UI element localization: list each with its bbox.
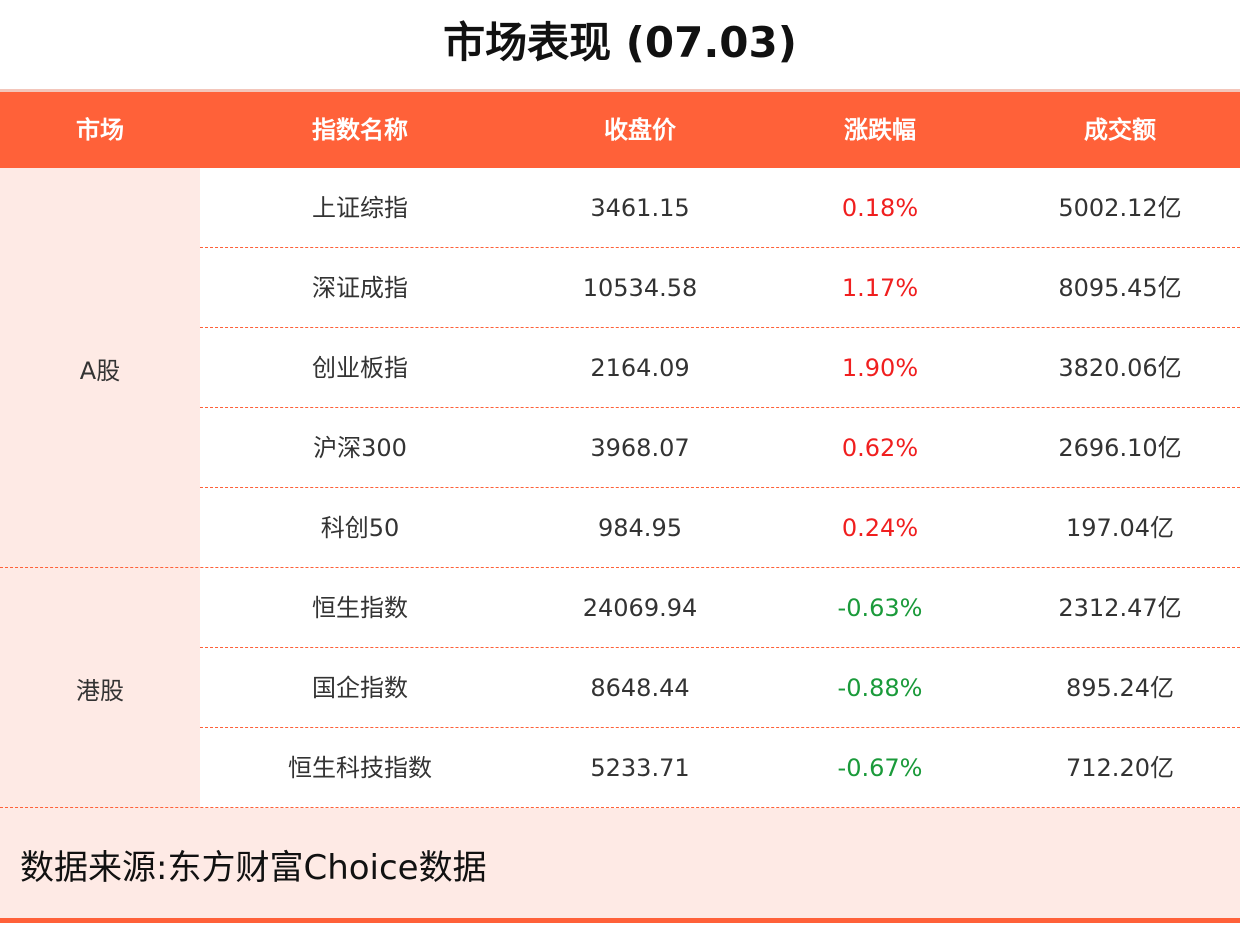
- index-cell: 科创50: [320, 514, 400, 542]
- volume-cell: 5002.12亿: [1058, 194, 1182, 222]
- row-divider: [200, 647, 1240, 648]
- index-cell: 上证综指: [312, 194, 408, 222]
- table-row: 恒生指数 24069.94 -0.63% 2312.47亿: [200, 568, 1240, 648]
- row-divider: [200, 727, 1240, 728]
- close-cell: 3968.07: [590, 434, 690, 462]
- change-cell: 0.18%: [841, 194, 919, 222]
- row-divider: [200, 487, 1240, 488]
- volume-cell: 712.20亿: [1066, 754, 1174, 782]
- table-row: 国企指数 8648.44 -0.88% 895.24亿: [200, 648, 1240, 728]
- table-row: 沪深300 3968.07 0.62% 2696.10亿: [200, 408, 1240, 488]
- table-row: 深证成指 10534.58 1.17% 8095.45亿: [200, 248, 1240, 328]
- row-divider: [200, 327, 1240, 328]
- volume-cell: 2696.10亿: [1058, 434, 1182, 462]
- bottom-bar: [0, 918, 1240, 923]
- column-header: 成交额: [1084, 116, 1156, 144]
- row-divider: [0, 567, 1240, 568]
- divider: [0, 89, 1240, 92]
- volume-cell: 2312.47亿: [1058, 594, 1182, 622]
- index-cell: 沪深300: [313, 434, 407, 462]
- market-cell: A股: [0, 168, 200, 568]
- column-header: 涨跌幅: [844, 116, 916, 144]
- row-divider: [0, 807, 1240, 808]
- table-header: 市场 指数名称 收盘价 涨跌幅 成交额: [0, 92, 1240, 168]
- close-cell: 3461.15: [590, 194, 690, 222]
- index-cell: 国企指数: [312, 674, 408, 702]
- column-header: 市场: [76, 116, 124, 144]
- index-cell: 深证成指: [312, 274, 408, 302]
- volume-cell: 3820.06亿: [1058, 354, 1182, 382]
- market-cell: 港股: [0, 568, 200, 808]
- table-row: 恒生科技指数 5233.71 -0.67% 712.20亿: [200, 728, 1240, 808]
- table-row: 创业板指 2164.09 1.90% 3820.06亿: [200, 328, 1240, 408]
- volume-cell: 895.24亿: [1066, 674, 1174, 702]
- close-cell: 984.95: [598, 514, 682, 542]
- change-cell: 0.24%: [841, 514, 919, 542]
- volume-cell: 8095.45亿: [1058, 274, 1182, 302]
- column-header: 收盘价: [604, 116, 676, 144]
- index-cell: 恒生指数: [312, 594, 408, 622]
- change-cell: 1.90%: [841, 354, 919, 382]
- change-cell: -0.67%: [837, 754, 923, 782]
- column-header: 指数名称: [312, 116, 408, 144]
- change-cell: -0.88%: [837, 674, 923, 702]
- close-cell: 5233.71: [590, 754, 690, 782]
- close-cell: 8648.44: [590, 674, 690, 702]
- close-cell: 10534.58: [582, 274, 698, 302]
- row-divider: [200, 247, 1240, 248]
- source-note: 数据来源:东方财富Choice数据: [20, 848, 487, 888]
- table-row: 上证综指 3461.15 0.18% 5002.12亿: [200, 168, 1240, 248]
- index-cell: 创业板指: [312, 354, 408, 382]
- index-cell: 恒生科技指数: [288, 754, 432, 782]
- close-cell: 24069.94: [582, 594, 698, 622]
- volume-cell: 197.04亿: [1066, 514, 1174, 542]
- footer: 数据来源:东方财富Choice数据: [0, 808, 1240, 918]
- table-row: 科创50 984.95 0.24% 197.04亿: [200, 488, 1240, 568]
- close-cell: 2164.09: [590, 354, 690, 382]
- row-divider: [200, 407, 1240, 408]
- change-cell: 1.17%: [841, 274, 919, 302]
- change-cell: -0.63%: [837, 594, 923, 622]
- change-cell: 0.62%: [841, 434, 919, 462]
- page-title: 市场表现 (07.03): [443, 18, 797, 67]
